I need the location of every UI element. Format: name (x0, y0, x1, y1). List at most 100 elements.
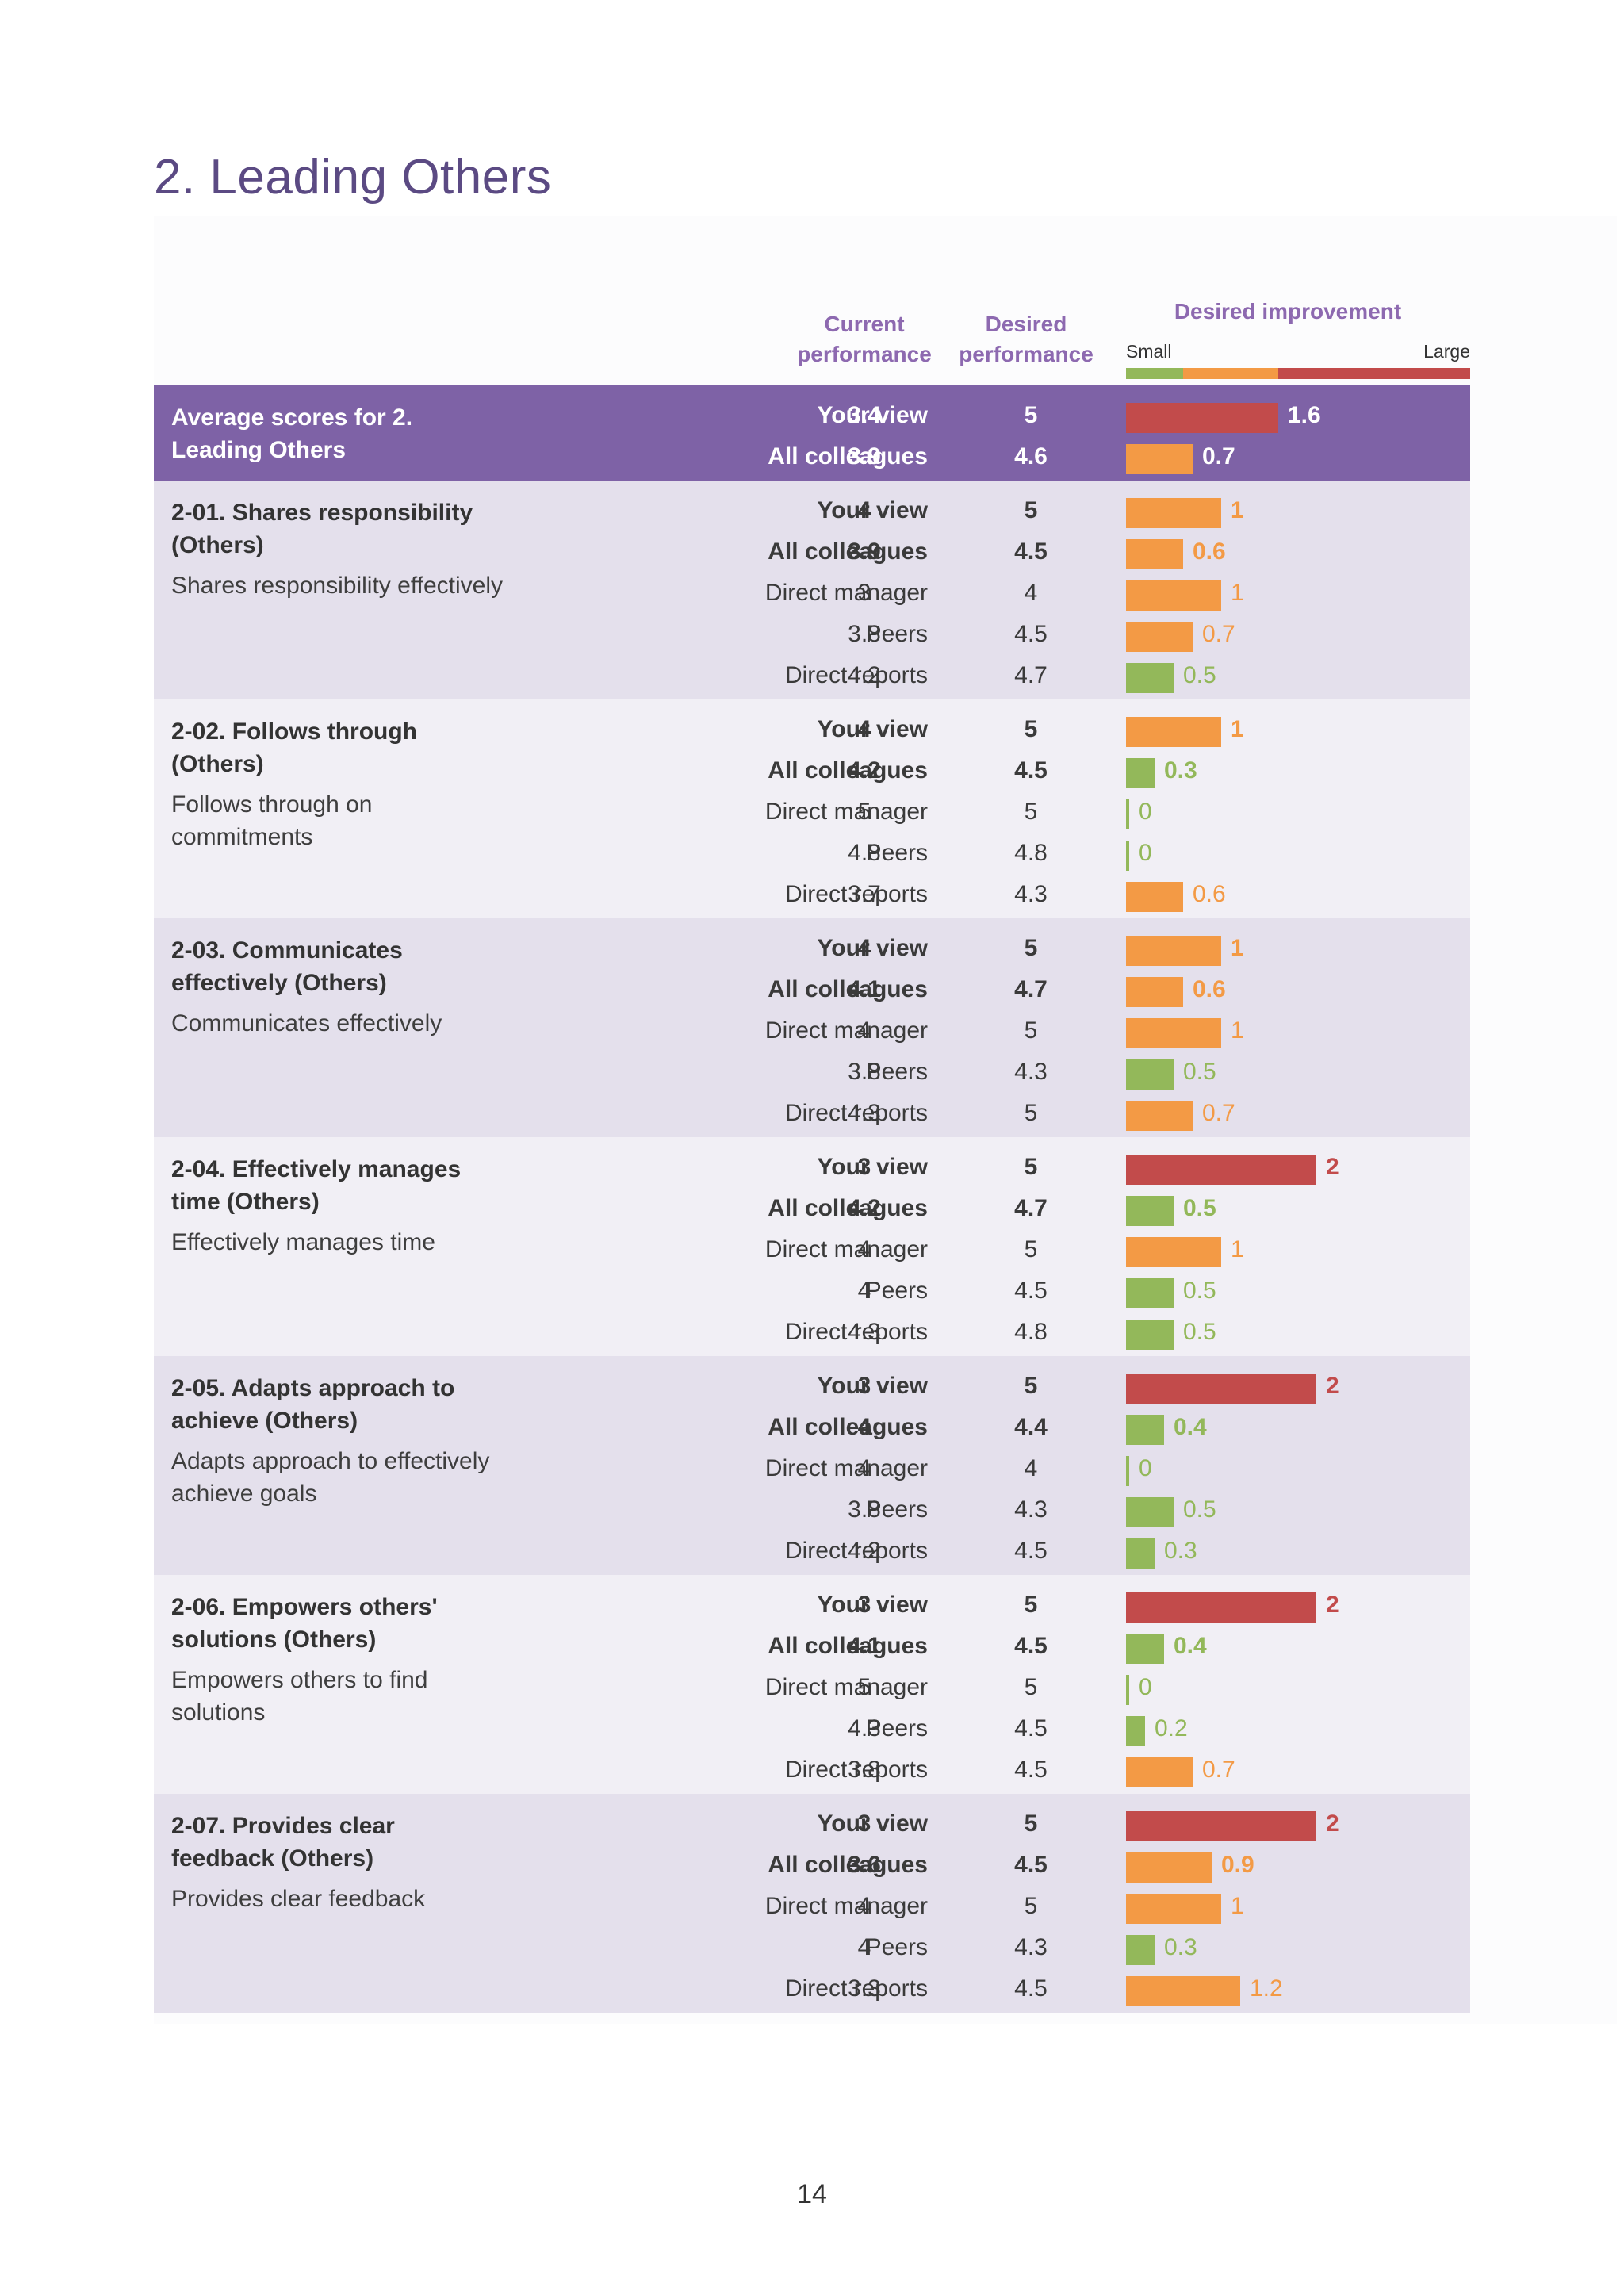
improvement-value: 1 (1231, 1236, 1244, 1262)
rater-group-label: Your view (817, 716, 928, 742)
improvement-value: 0.3 (1164, 1934, 1197, 1960)
rater-group-label: Direct manager (764, 580, 928, 606)
score-row: All colleagues 3.9 4.6 0.7 (154, 436, 1470, 477)
current-score: 4.2 (848, 1195, 881, 1221)
improvement-value: 0 (1139, 840, 1152, 866)
improvement-value: 1 (1231, 497, 1244, 523)
improvement-bar (1126, 1894, 1221, 1924)
improvement-bar (1126, 1018, 1221, 1048)
improvement-value: 1 (1231, 935, 1244, 961)
competency-section: 2-07. Provides clear feedback (Others) Pr… (154, 1794, 1470, 2013)
rater-group-label: Direct reports (784, 1757, 928, 1783)
desired-score: 5 (1024, 1100, 1038, 1126)
desired-score: 4 (1024, 1455, 1038, 1481)
score-row: Direct manager 4 5 1 (154, 1229, 1470, 1270)
improvement-value: 0 (1139, 799, 1152, 825)
rater-group-label: All colleagues (768, 1633, 928, 1659)
rater-group-label: Your view (817, 1810, 928, 1837)
improvement-bar (1126, 936, 1221, 966)
improvement-value: 1 (1231, 580, 1244, 606)
competency-title: 2-05. Adapts approach to achieve (Others… (171, 1375, 455, 1434)
rater-group-label: Direct manager (764, 1674, 928, 1700)
improvement-value: 0.5 (1183, 662, 1216, 688)
current-score: 4 (857, 1414, 871, 1440)
rater-group-label: All colleagues (768, 757, 928, 784)
improvement-value: 1 (1231, 1017, 1244, 1044)
improvement-bar (1126, 1976, 1240, 2006)
current-score: 3.6 (848, 1852, 881, 1878)
score-row: Direct reports 3.8 4.5 0.7 (154, 1749, 1470, 1791)
page-number: 14 (797, 2179, 827, 2209)
rater-group-label: All colleagues (768, 443, 928, 469)
desired-score: 4 (1024, 580, 1038, 606)
score-row: Direct manager 3 4 1 (154, 573, 1470, 614)
average-scores-section: Average scores for 2. Leading Others Your… (154, 385, 1470, 481)
desired-score: 4.5 (1014, 1633, 1048, 1659)
improvement-value: 0.7 (1202, 443, 1235, 469)
score-row: Your view 3 5 2 (154, 1803, 1470, 1845)
desired-score: 5 (1024, 1154, 1038, 1180)
average-section-title: Average scores for 2. Leading Others (171, 404, 413, 463)
improvement-value: 1 (1231, 1893, 1244, 1919)
current-score: 3 (857, 580, 871, 606)
score-row: Peers 3.8 4.3 0.5 (154, 1052, 1470, 1093)
improvement-value: 1.6 (1288, 402, 1321, 428)
current-score: 4.3 (848, 1715, 881, 1741)
desired-score: 4.3 (1014, 1934, 1048, 1960)
table-header: Current performance Desired performance … (154, 216, 1470, 385)
desired-score: 4.4 (1014, 1414, 1048, 1440)
desired-score: 5 (1024, 1017, 1038, 1044)
improvement-bar (1126, 977, 1183, 1007)
desired-score: 4.3 (1014, 881, 1048, 907)
rater-group-label: Peers (865, 1059, 928, 1085)
improvement-bar (1126, 1237, 1221, 1267)
competency-section: 2-01. Shares responsibility (Others) Shar… (154, 481, 1470, 699)
improvement-value: 0.5 (1183, 1059, 1216, 1085)
rater-group-label: Direct reports (784, 881, 928, 907)
improvement-value: 0.7 (1202, 1757, 1235, 1783)
desired-score: 4.5 (1014, 1278, 1048, 1304)
score-row: Your view 3.4 5 1.6 (154, 395, 1470, 436)
score-row: Direct reports 4.3 5 0.7 (154, 1093, 1470, 1134)
improvement-value: 0.2 (1155, 1715, 1188, 1741)
current-score: 3.3 (848, 1975, 881, 2002)
score-row: Direct manager 4 4 0 (154, 1448, 1470, 1489)
current-score: 3.8 (848, 1757, 881, 1783)
improvement-bar (1126, 580, 1221, 611)
score-row: All colleagues 4 4.4 0.4 (154, 1407, 1470, 1448)
rater-group-label: Direct reports (784, 662, 928, 688)
improvement-bar (1126, 403, 1278, 433)
competency-description: Adapts approach to effectively achieve g… (171, 1448, 490, 1507)
scale-segment-small (1126, 368, 1183, 379)
desired-score: 4.5 (1014, 1715, 1048, 1741)
improvement-bar (1126, 1155, 1316, 1185)
improvement-value: 0.9 (1221, 1852, 1254, 1878)
desired-score: 4.3 (1014, 1496, 1048, 1523)
rater-group-label: Your view (817, 935, 928, 961)
current-score: 3 (857, 1810, 871, 1837)
current-score: 3.7 (848, 881, 881, 907)
desired-score: 4.7 (1014, 1195, 1048, 1221)
current-score: 4 (857, 716, 871, 742)
improvement-value: 2 (1326, 1592, 1339, 1618)
improvement-bar (1126, 1196, 1174, 1226)
desired-score: 4.5 (1014, 538, 1048, 565)
rater-group-label: Direct manager (764, 1236, 928, 1262)
rater-group-label: Peers (865, 840, 928, 866)
score-row: All colleagues 4.2 4.7 0.5 (154, 1188, 1470, 1229)
desired-score: 4.5 (1014, 757, 1048, 784)
desired-score: 4.5 (1014, 1757, 1048, 1783)
rater-group-label: Peers (865, 1278, 928, 1304)
improvement-bar (1126, 663, 1174, 693)
current-score: 3 (857, 1373, 871, 1399)
rater-group-label: All colleagues (768, 1852, 928, 1878)
improvement-value: 0 (1139, 1674, 1152, 1700)
score-row: Direct manager 5 5 0 (154, 1667, 1470, 1708)
desired-score: 5 (1024, 497, 1038, 523)
current-score: 4 (857, 1893, 871, 1919)
improvement-value: 1 (1231, 716, 1244, 742)
improvement-bar (1126, 1101, 1193, 1131)
score-row: Direct manager 4 5 1 (154, 1886, 1470, 1927)
competency-description: Shares responsibility effectively (171, 573, 503, 599)
rater-group-label: All colleagues (768, 538, 928, 565)
